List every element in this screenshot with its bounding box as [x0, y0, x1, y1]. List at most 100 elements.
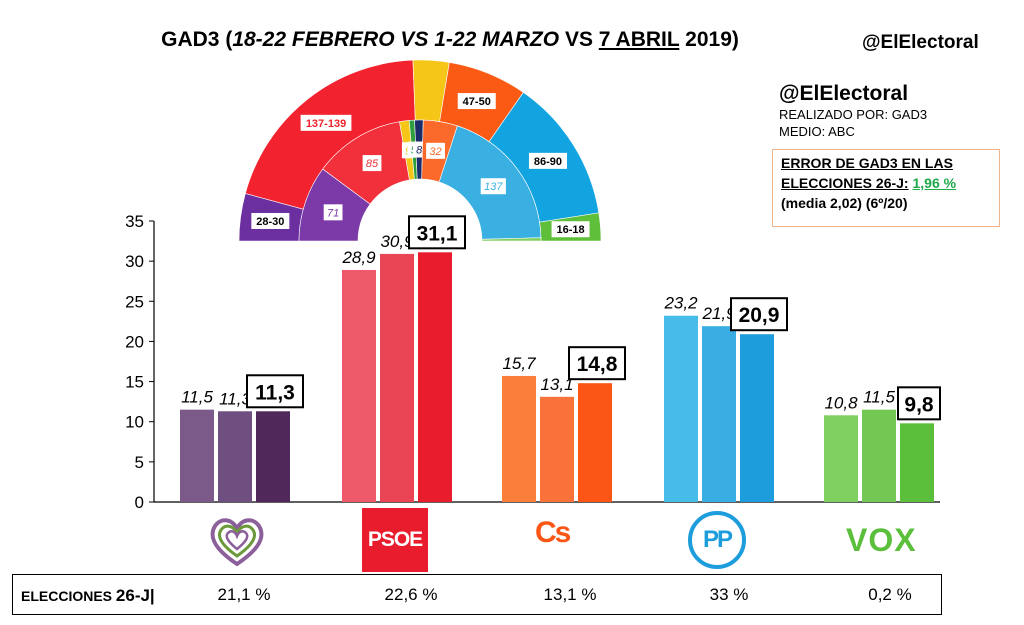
y-tick-label: 20 [125, 332, 144, 351]
y-tick-label: 35 [125, 212, 144, 231]
results-label-text: ELECCIONES [21, 588, 113, 604]
bar-value-label: 10,8 [824, 393, 858, 412]
seats-label-bg [528, 152, 567, 169]
heart-logo-icon [210, 518, 264, 567]
bar-value-label: 11,5 [863, 388, 895, 407]
bar-pp-3 [740, 334, 774, 502]
info-block: @ElElectoral REALIZADO POR: GAD3 MEDIO: … [779, 82, 927, 140]
result-pp: 33 % [709, 585, 749, 604]
brand-top: @ElElectoral [862, 32, 979, 53]
logo-vox: VOX [846, 522, 926, 562]
bar-value-label: 21,9 [701, 304, 736, 323]
title-election-date: 7 ABRIL [598, 28, 680, 51]
results-label: ELECCIONES 26-J| [21, 586, 155, 606]
bar-value-label: 28,9 [341, 248, 376, 267]
seats-inner-segment [481, 237, 542, 242]
error-value: 1,96 % [912, 175, 957, 191]
y-tick-label: 10 [125, 413, 144, 432]
bar-value-label-final: 31,1 [417, 222, 458, 245]
seats-outer-label: 28-30 [256, 216, 284, 228]
result-podemos: 21,1 % [217, 585, 271, 604]
bar-vox-3 [900, 423, 934, 502]
seats-label-bg [251, 212, 290, 229]
title-open-paren: ( [225, 28, 233, 51]
bar-value-box [246, 374, 304, 409]
title-year: 2019) [685, 28, 739, 51]
bar-pp-1 [664, 315, 698, 502]
chart-title: GAD3 (18-22 FEBRERO VS 1-22 MARZO VS 7 A… [130, 28, 770, 52]
bars: 11,5 11,3 11,3 28,930,9 31,1 15,713,114,8 23,2… [180, 215, 941, 502]
vox-logo-text: VOX [846, 522, 917, 558]
bar-value-label-final: 14,8 [577, 353, 618, 376]
title-vs: VS [564, 28, 593, 51]
bar-value-label: 23,2 [663, 294, 698, 313]
bar-value-box [568, 346, 626, 381]
bar-value-label: 15,7 [502, 354, 536, 373]
bar-value-label: 11,3 [219, 389, 251, 408]
info-medio: MEDIO: ABC [779, 124, 855, 139]
seats-label-bg [551, 221, 590, 238]
seats-label-bg [426, 142, 445, 159]
bar-value-label-final: 11,3 [255, 381, 295, 404]
seats-outer-label: 137-139 [306, 118, 346, 130]
seats-outer-label: 86-90 [534, 156, 562, 168]
bar-psoe-3 [418, 252, 452, 502]
result-vox: 0,2 % [868, 585, 912, 604]
seats-outer-label: 16-18 [556, 224, 584, 236]
logo-cs: Cs [535, 516, 585, 556]
bar-podemos-1 [180, 409, 214, 502]
seats-label-bg [300, 114, 352, 131]
bar-value-label: 30,9 [380, 232, 414, 251]
seats-inner-label: 8 [416, 145, 423, 157]
logo-psoe: PSOE [362, 508, 428, 572]
bar-value-label: 11,5 [181, 388, 213, 407]
seats-label-bg [323, 204, 343, 221]
bar-cs-1 [502, 375, 536, 502]
seats-label-bg [480, 178, 506, 195]
title-period: 18-22 FEBRERO VS 1-22 MARZO [232, 28, 560, 51]
bar-podemos-2 [218, 411, 252, 502]
bar-pp-2 [702, 326, 736, 502]
info-realizado: REALIZADO POR: GAD3 [779, 107, 928, 122]
y-tick-label: 0 [135, 493, 144, 512]
bar-value-label-final: 9,8 [904, 393, 934, 416]
logo-pp: PP [688, 511, 746, 569]
bar-cs-3 [578, 383, 612, 502]
info-brand: @ElElectoral [779, 82, 909, 105]
seats-inner-label: 71 [327, 207, 339, 219]
seats-inner-label: 137 [484, 181, 503, 193]
bar-value-label: 13,1 [540, 375, 573, 394]
error-line1: ERROR DE GAD3 EN LAS [781, 155, 953, 171]
bar-value-label-final: 20,9 [739, 304, 780, 327]
cs-logo-text: Cs [535, 516, 571, 549]
error-box: ERROR DE GAD3 EN LAS ELECCIONES 26-J: 1,… [772, 149, 1000, 227]
y-tick-label: 15 [125, 373, 144, 392]
error-line3: (media 2,02) (6º/20) [781, 195, 908, 211]
bar-vox-2 [862, 409, 896, 502]
bar-value-box [730, 297, 788, 332]
seats-inner-label: 32 [429, 146, 441, 158]
bar-value-box [408, 215, 466, 250]
title-pollster: GAD3 [161, 28, 220, 51]
seats-outer-label: 47-50 [463, 96, 491, 108]
bar-cs-2 [540, 396, 574, 502]
results-label-bold: 26-J| [115, 586, 155, 605]
bar-psoe-2 [380, 253, 414, 502]
result-cs: 13,1 % [543, 585, 597, 604]
seats-label-bg [362, 155, 382, 172]
bar-psoe-1 [342, 269, 376, 502]
y-tick-label: 30 [125, 252, 144, 271]
result-psoe: 22,6 % [384, 585, 438, 604]
logo-podemos [203, 512, 271, 572]
y-tick-label: 5 [135, 453, 144, 472]
seats-label-bg [457, 93, 496, 110]
psoe-logo-text: PSOE [367, 528, 423, 551]
error-line2: ELECCIONES 26-J: [781, 175, 909, 191]
bar-podemos-3 [256, 411, 290, 502]
bar-vox-1 [824, 415, 858, 502]
pp-logo-text: PP [702, 526, 733, 553]
results-26j-row: ELECCIONES 26-J| 21,1 % 22,6 % 13,1 % 33… [12, 574, 942, 615]
bar-value-box [897, 386, 941, 421]
